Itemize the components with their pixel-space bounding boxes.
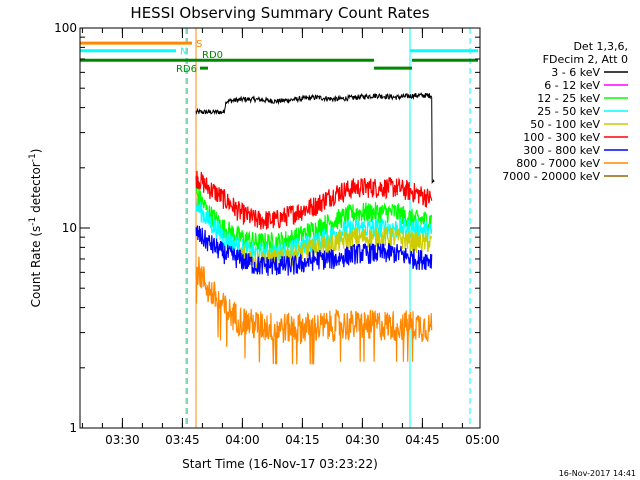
series-group: [195, 92, 435, 365]
y-tick-label: 1: [69, 421, 77, 435]
x-tick-label: 05:00: [465, 433, 500, 447]
legend-entry-label: 300 - 800 keV: [523, 144, 600, 157]
y-tick-label: 100: [54, 21, 77, 35]
timestamp-stamp: 16-Nov-2017 14:41: [559, 469, 636, 478]
x-tick-label: 04:00: [225, 433, 260, 447]
flag-label: RD6: [176, 64, 197, 75]
legend-entry-label: 50 - 100 keV: [530, 118, 600, 131]
legend-entry-label: 100 - 300 keV: [523, 131, 600, 144]
plot-area: SN RD0 RD6 1 10 100 03:30 03:45 04:00 04:15 04:30 0…: [54, 21, 500, 447]
y-axis-label: Count Rate (s-1 detector-1): [28, 149, 43, 308]
chart-title: HESSI Observing Summary Count Rates: [130, 4, 429, 22]
legend-entry-label: 25 - 50 keV: [537, 105, 600, 118]
x-tick-label: 04:45: [405, 433, 440, 447]
legend-header-line: Det 1,3,6,: [573, 40, 628, 53]
series-line: [195, 170, 433, 230]
flag-label: N: [180, 47, 187, 58]
legend-entry-label: 800 - 7000 keV: [516, 157, 600, 170]
flag-label: RD0: [202, 50, 223, 61]
x-tick-label: 03:30: [105, 433, 140, 447]
legend-entry-label: 3 - 6 keV: [551, 66, 600, 79]
y-axis-label-group: Count Rate (s-1 detector-1): [28, 149, 43, 308]
legend-entry-label: 6 - 12 keV: [544, 79, 600, 92]
x-tick-label: 03:45: [165, 433, 200, 447]
series-line: [195, 225, 433, 276]
legend-header-line: FDecim 2, Att 0: [543, 53, 628, 66]
legend-entry-label: 12 - 25 keV: [537, 92, 600, 105]
series-line: [195, 256, 433, 365]
legend-entry-label: 7000 - 20000 keV: [502, 170, 600, 183]
x-tick-label: 04:30: [345, 433, 380, 447]
series-line: [195, 92, 435, 185]
flag-label: S: [196, 39, 202, 50]
x-axis-label: Start Time (16-Nov-17 03:23:22): [182, 457, 378, 471]
x-tick-label: 04:15: [285, 433, 320, 447]
series-line: [239, 227, 433, 270]
y-tick-label: 10: [62, 221, 77, 235]
